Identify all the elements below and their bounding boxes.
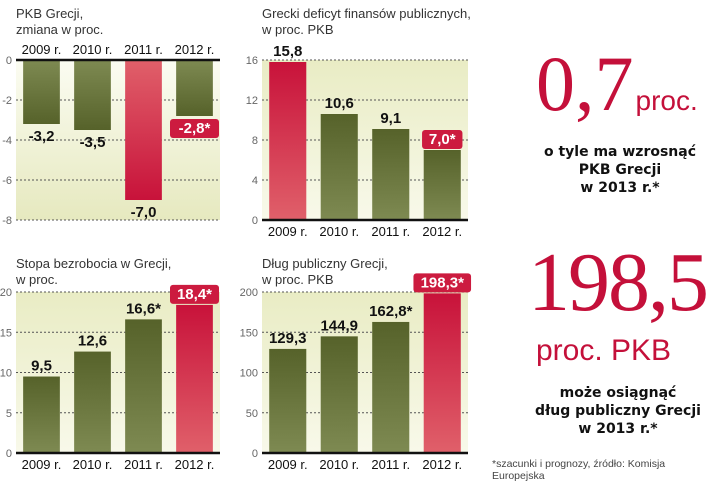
category-label: 2012 r. [422,224,462,239]
y-tick-label: 20 [0,287,12,299]
category-label: 2011 r. [124,42,163,57]
y-tick-label: 50 [246,408,258,420]
bar [125,319,162,453]
category-label: 2010 r. [319,224,359,239]
value-label: 10,6 [325,95,354,112]
y-tick-label: 0 [252,215,258,227]
bar [74,351,111,453]
bar [372,321,410,453]
chart-deficit: Grecki deficyt finansów publicznych, w p… [246,6,471,239]
y-tick-label: 5 [6,408,12,420]
chart-subtitle: w proc. PKB [261,22,334,37]
bar [320,114,358,220]
chart-subtitle: w proc. PKB [261,272,334,287]
callout-line: PKB Grecji [578,162,662,178]
value-label: 129,3 [269,330,307,347]
callout-unit: proc. PKB [536,334,672,367]
footnote: *szacunki i prognozy, źródło: Komisja Eu… [492,458,666,482]
category-label: 2011 r. [371,224,410,239]
category-label: 2011 r. [371,457,410,472]
callout-line: dług publiczny Grecji [535,403,701,419]
bar [74,60,111,130]
bar [176,304,213,453]
bar [23,376,60,453]
y-tick-label: -6 [2,175,12,187]
chart-subtitle: w proc. [15,272,58,287]
y-tick-label: -4 [2,135,12,147]
bar [125,60,162,200]
y-tick-label: 8 [252,135,258,147]
bar [269,348,307,453]
bar [23,60,60,124]
value-label: -3,5 [80,134,106,151]
value-label: -3,2 [29,128,55,145]
y-tick-label: -8 [2,215,12,227]
chart-title: Grecki deficyt finansów publicznych, [262,6,471,21]
value-label: 162,8* [369,303,413,320]
value-label: 16,6* [126,300,161,317]
category-label: 2009 r. [22,42,62,57]
y-tick-label: 0 [252,448,258,460]
value-label: -2,8* [179,120,211,137]
bar [423,293,461,453]
value-label-badge [170,119,219,138]
value-label: 18,4* [177,286,212,303]
y-tick-label: 10 [0,368,12,380]
chart-public-debt: Dług publiczny Grecji, w proc. PKB 0 50 10… [240,256,472,472]
callout-line: o tyle ma wzrosnąć [543,144,697,160]
value-label-badge [170,284,219,304]
value-label: 9,5 [31,358,52,375]
category-label: 2012 r. [175,457,215,472]
callout-number: 198,5 [528,236,709,329]
chart-title: Stopa bezrobocia w Grecji, [16,256,171,271]
callout-number: 0,7 [536,40,634,127]
y-tick-label: 0 [6,55,12,67]
value-label: 15,8 [273,43,302,60]
category-label: 2009 r. [268,457,308,472]
chart-gdp-change: PKB Grecji, zmiana w proc. 0 -2 -4 -6 -8 -3,2… [2,6,220,227]
callout-line: może osiągnąć [559,385,677,401]
y-tick-label: 200 [240,287,258,299]
category-label: 2009 r. [22,457,62,472]
category-label: 2010 r. [319,457,359,472]
callout-unit: proc. [635,85,698,116]
value-label: 7,0* [429,131,456,148]
y-tick-label: 150 [240,327,258,339]
bar [176,60,213,116]
bar [320,336,358,453]
category-label: 2010 r. [73,42,113,57]
bar [269,62,307,220]
value-label: 12,6 [78,333,107,350]
value-label: 198,3* [421,274,465,291]
value-label: 144,9 [320,317,358,334]
chart-title: PKB Grecji, [16,6,83,21]
category-label: 2011 r. [124,457,163,472]
y-tick-label: 4 [252,175,258,187]
callout-line: w 2013 r.* [578,421,658,437]
y-tick-label: 0 [6,448,12,460]
y-tick-label: 12 [246,95,258,107]
y-tick-label: -2 [2,95,12,107]
chart-subtitle: zmiana w proc. [16,22,103,37]
y-tick-label: 16 [246,55,258,67]
category-label: 2010 r. [73,457,113,472]
category-label: 2009 r. [268,224,308,239]
bar [423,150,461,220]
bar [372,129,410,220]
chart-unemployment: Stopa bezrobocia w Grecji, w proc. 0 5 10 1… [0,256,220,472]
y-tick-label: 15 [0,327,12,339]
y-tick-label: 100 [240,368,258,380]
category-label: 2012 r. [175,42,215,57]
callout-line: w 2013 r.* [580,180,660,196]
value-label: -7,0 [131,204,157,221]
value-label-badge [413,273,472,293]
chart-title: Dług publiczny Grecji, [262,256,388,271]
value-label-badge [422,130,463,149]
value-label: 9,1 [380,110,401,127]
category-label: 2012 r. [422,457,462,472]
